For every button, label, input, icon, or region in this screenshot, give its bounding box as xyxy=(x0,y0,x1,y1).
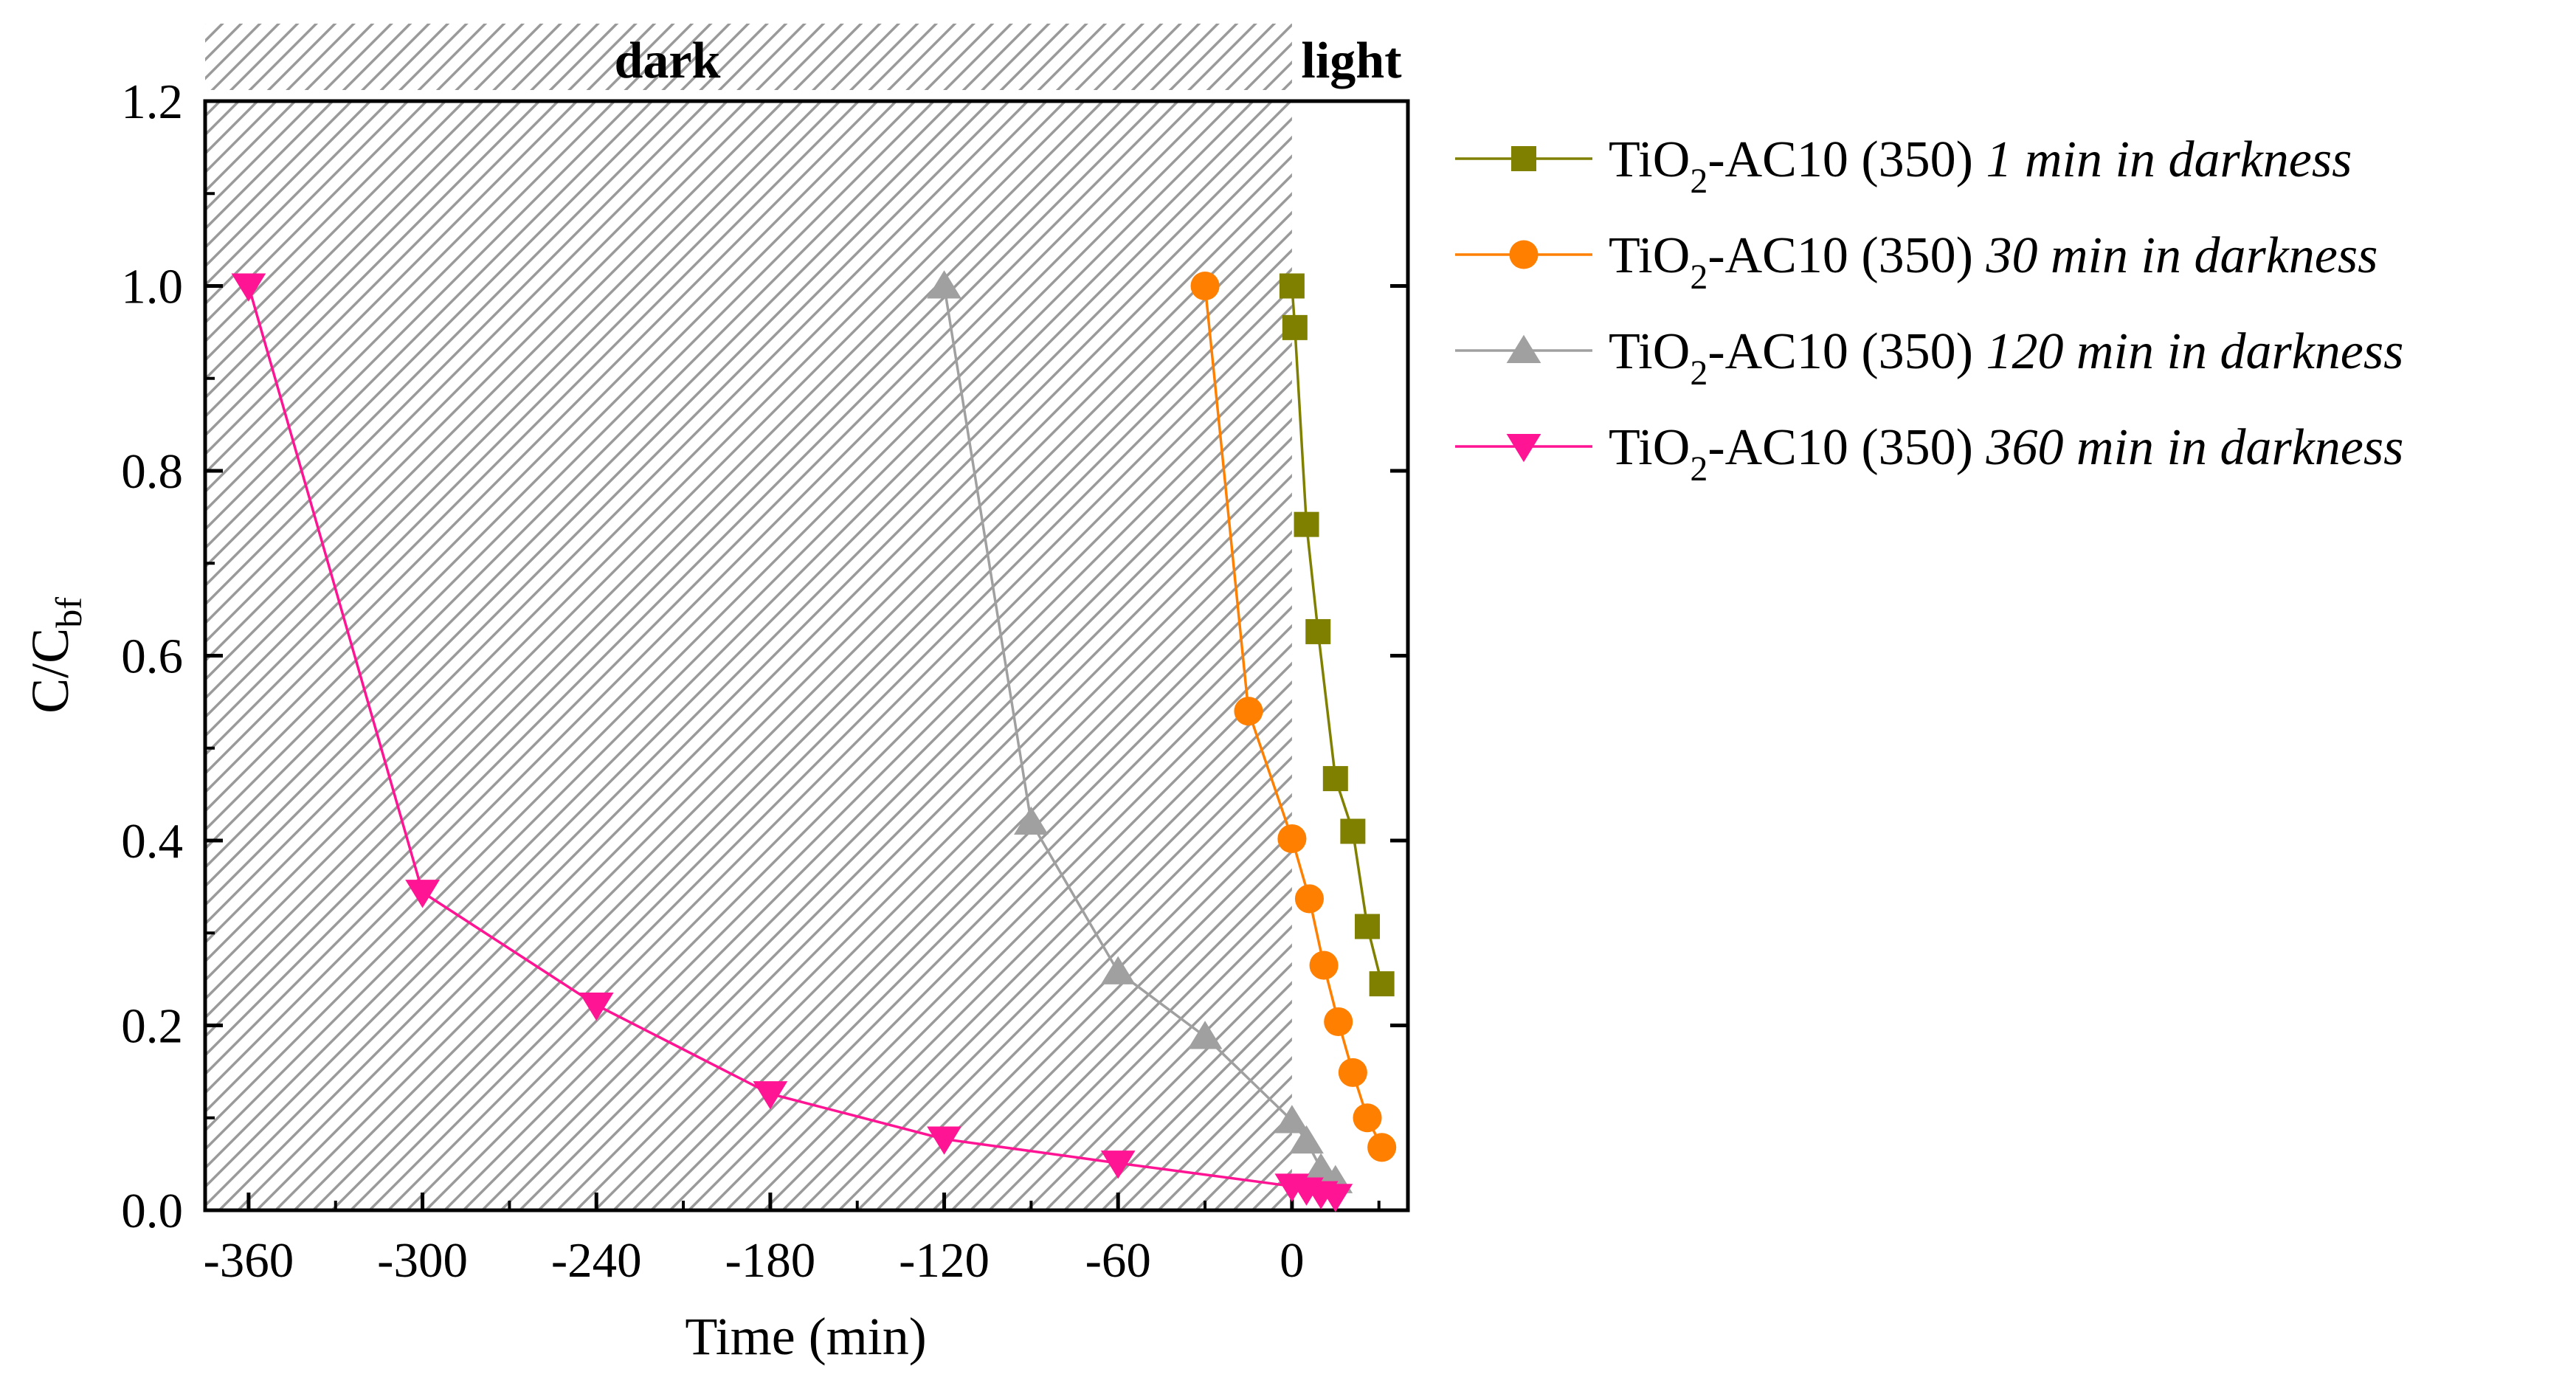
y-tick-label: 0.6 xyxy=(121,629,183,684)
y-tick-label: 1.0 xyxy=(121,260,183,314)
data-point xyxy=(927,270,961,299)
legend-prefix: TiO xyxy=(1609,227,1690,284)
x-tick-label: -180 xyxy=(725,1233,815,1288)
region-label-light: light xyxy=(1301,32,1401,89)
legend-entry-1: TiO2-AC10 (350) 30 min in darkness xyxy=(1455,227,2378,297)
x-tick-label: -300 xyxy=(377,1233,468,1288)
data-point xyxy=(1190,271,1220,301)
legend-subscript: 2 xyxy=(1690,353,1707,393)
legend-marker xyxy=(1511,146,1536,171)
legend-italic: 1 min in darkness xyxy=(1986,131,2352,188)
x-tick-label: -360 xyxy=(204,1233,294,1288)
legend-entry-0: TiO2-AC10 (350) 1 min in darkness xyxy=(1455,131,2352,201)
data-point xyxy=(1100,956,1136,984)
data-point xyxy=(231,273,266,302)
data-point xyxy=(1274,1105,1310,1134)
x-tick-label: 0 xyxy=(1280,1233,1305,1288)
legend-marker xyxy=(1506,334,1541,363)
data-point xyxy=(1294,511,1319,537)
legend-label: TiO2-AC10 (350) 1 min in darkness xyxy=(1609,131,2352,201)
y-tick-label: 1.2 xyxy=(121,75,183,129)
legend-main: -AC10 (350) xyxy=(1707,131,1986,188)
y-tick-label: 0.4 xyxy=(121,814,183,869)
series-3 xyxy=(231,273,1353,1212)
y-tick-label: 0.2 xyxy=(121,999,183,1054)
legend-entry-3: TiO2-AC10 (350) 360 min in darkness xyxy=(1455,419,2403,489)
region-label-dark: dark xyxy=(614,32,720,89)
x-tick-label: -240 xyxy=(551,1233,642,1288)
series-line-0 xyxy=(1291,286,1384,984)
series-0 xyxy=(1279,273,1395,997)
y-axis-title-main: C/C xyxy=(21,628,80,714)
data-point xyxy=(1324,1007,1353,1037)
data-point xyxy=(1305,618,1331,644)
data-point xyxy=(1234,697,1263,726)
data-point xyxy=(1353,1103,1382,1133)
data-point xyxy=(1303,1153,1339,1181)
legend-entry-2: TiO2-AC10 (350) 120 min in darkness xyxy=(1455,323,2403,393)
legend-label: TiO2-AC10 (350) 30 min in darkness xyxy=(1609,227,2378,297)
data-point xyxy=(1318,1184,1353,1212)
data-point xyxy=(1279,273,1305,299)
data-point xyxy=(1100,1150,1136,1179)
data-point xyxy=(1367,1133,1397,1162)
legend-prefix: TiO xyxy=(1609,419,1690,476)
data-point xyxy=(1294,884,1325,914)
legend-label: TiO2-AC10 (350) 360 min in darkness xyxy=(1609,419,2403,489)
legend-subscript: 2 xyxy=(1690,258,1707,297)
data-point xyxy=(927,1126,961,1155)
legend-marker xyxy=(1506,434,1541,463)
data-point xyxy=(1289,1125,1324,1154)
dark-region-bar xyxy=(205,24,1292,90)
y-axis-title-subscript: bf xyxy=(48,597,89,628)
x-axis-title: Time (min) xyxy=(685,1307,926,1366)
legend-main: -AC10 (350) xyxy=(1707,323,1986,380)
data-point xyxy=(405,880,440,908)
legend-subscript: 2 xyxy=(1690,449,1707,489)
data-point xyxy=(753,1081,788,1110)
legend-main: -AC10 (350) xyxy=(1707,227,1986,284)
y-axis-title: C/Cbf xyxy=(21,597,89,714)
data-point xyxy=(579,992,614,1021)
legend-prefix: TiO xyxy=(1609,131,1690,188)
legend-italic: 120 min in darkness xyxy=(1986,323,2404,380)
legend-italic: 30 min in darkness xyxy=(1986,227,2378,284)
x-tick-label: -60 xyxy=(1085,1233,1151,1288)
dark-region-shading xyxy=(205,101,1292,1210)
data-point xyxy=(1277,824,1307,854)
data-point xyxy=(1187,1021,1223,1049)
legend-label: TiO2-AC10 (350) 120 min in darkness xyxy=(1609,323,2403,393)
series-1 xyxy=(1190,271,1397,1162)
data-point xyxy=(1355,914,1381,939)
y-tick-label: 0.0 xyxy=(121,1184,183,1238)
data-point xyxy=(1340,818,1366,844)
legend-marker xyxy=(1509,240,1539,269)
data-point xyxy=(1309,951,1339,980)
x-tick-label: -120 xyxy=(899,1233,990,1288)
data-point xyxy=(1369,971,1395,997)
y-tick-label: 0.8 xyxy=(121,444,183,499)
legend-subscript: 2 xyxy=(1690,162,1707,201)
data-point xyxy=(1322,766,1348,792)
legend-italic: 360 min in darkness xyxy=(1986,419,2404,476)
legend-main: -AC10 (350) xyxy=(1707,419,1986,476)
data-point xyxy=(1014,806,1049,835)
data-point xyxy=(1282,314,1308,340)
data-point xyxy=(1338,1058,1367,1087)
legend-prefix: TiO xyxy=(1609,323,1690,380)
